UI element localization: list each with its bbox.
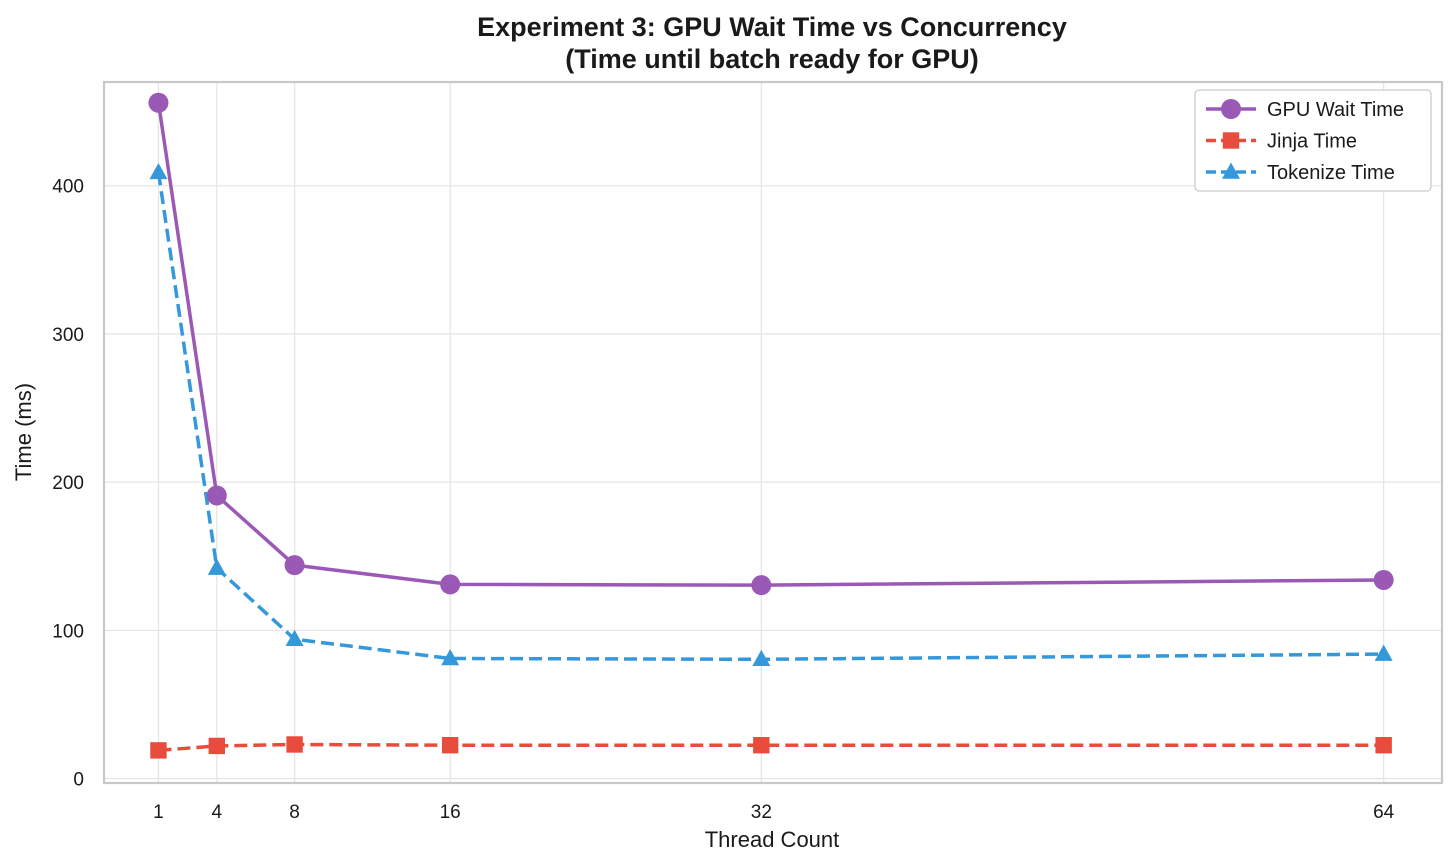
gpu-wait-time-point bbox=[284, 555, 305, 576]
legend-label: Tokenize Time bbox=[1267, 162, 1395, 184]
legend-label: GPU Wait Time bbox=[1267, 99, 1404, 121]
legend-marker-circle bbox=[1221, 99, 1241, 119]
jinja-time-series bbox=[150, 736, 1392, 759]
tokenize-time-point bbox=[1374, 644, 1393, 661]
tokenize-time-line bbox=[156, 172, 1384, 662]
legend-item-jinja-time: Jinja Time bbox=[1206, 131, 1357, 153]
y-tick-label: 100 bbox=[52, 621, 84, 642]
y-tick-label: 300 bbox=[52, 325, 84, 346]
legend-marker-square bbox=[1222, 132, 1240, 149]
x-tick-label: 16 bbox=[440, 802, 461, 823]
legend: GPU Wait Time Jinja Time Tokenize Time bbox=[1194, 89, 1432, 192]
grid-lines bbox=[104, 82, 1442, 783]
jinja-time-point bbox=[441, 737, 459, 754]
x-tick-label: 4 bbox=[212, 802, 223, 823]
y-tick-label: 200 bbox=[52, 473, 84, 494]
axis-ticks: 1 4 8 16 32 64 0 100 200 300 400 bbox=[52, 177, 1394, 823]
jinja-time-point bbox=[753, 737, 770, 754]
legend-item-tokenize-time: Tokenize Time bbox=[1206, 162, 1395, 184]
gpu-wait-time-point bbox=[148, 92, 169, 113]
tokenize-time-point bbox=[441, 649, 460, 666]
tokenize-time-series bbox=[149, 162, 1393, 667]
gpu-wait-time-series bbox=[148, 92, 1394, 596]
x-axis-label: Thread Count bbox=[705, 827, 840, 852]
gpu-wait-time-point bbox=[206, 485, 227, 506]
legend-marker-triangle bbox=[1222, 162, 1240, 179]
jinja-time-point bbox=[1375, 737, 1392, 754]
x-tick-label: 32 bbox=[751, 802, 772, 823]
data-series bbox=[148, 92, 1394, 759]
x-tick-label: 64 bbox=[1373, 802, 1395, 823]
jinja-time-line bbox=[158, 742, 1384, 753]
x-tick-label: 8 bbox=[289, 802, 300, 823]
tokenize-time-point bbox=[149, 162, 168, 180]
legend-label: Jinja Time bbox=[1267, 131, 1357, 153]
y-axis-label: Time (ms) bbox=[11, 383, 36, 481]
jinja-time-point bbox=[150, 742, 167, 759]
jinja-time-point bbox=[208, 737, 225, 755]
plot-frame bbox=[102, 80, 1444, 785]
gpu-wait-time-point bbox=[1373, 569, 1394, 590]
jinja-time-point bbox=[286, 736, 303, 753]
legend-box bbox=[1194, 89, 1432, 192]
tokenize-time-point bbox=[285, 629, 304, 646]
legend-item-gpu-wait-time: GPU Wait Time bbox=[1206, 99, 1404, 121]
tokenize-time-point bbox=[752, 649, 771, 667]
gpu-wait-time-line bbox=[156, 102, 1384, 587]
chart-title-line1: Experiment 3: GPU Wait Time vs Concurren… bbox=[477, 12, 1067, 42]
tokenize-time-point bbox=[207, 558, 226, 575]
y-tick-label: 0 bbox=[73, 770, 84, 791]
chart-title-line2: (Time until batch ready for GPU) bbox=[565, 44, 979, 74]
y-tick-label: 400 bbox=[52, 177, 84, 198]
gpu-wait-time-point bbox=[751, 575, 772, 596]
gpu-wait-time-point bbox=[440, 574, 461, 595]
x-tick-label: 1 bbox=[153, 802, 164, 823]
